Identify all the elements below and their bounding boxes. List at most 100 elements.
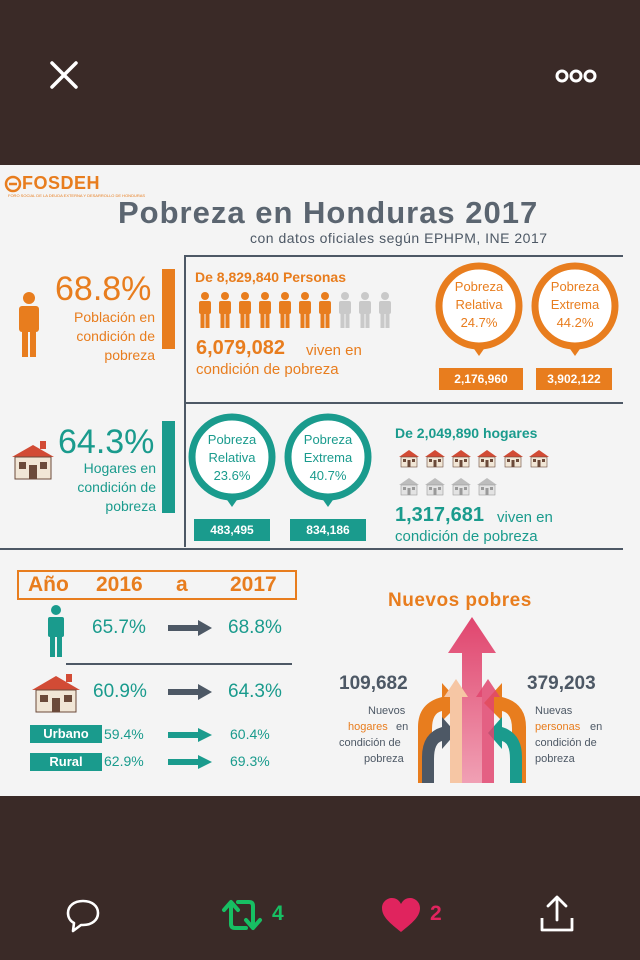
households-2017-pct: 64.3%	[228, 681, 282, 702]
share-icon	[540, 895, 574, 932]
urban-2017-pct: 60.4%	[230, 726, 270, 742]
new-households-text-3: en	[396, 721, 409, 733]
rising-arrows-graphic	[418, 617, 526, 783]
house-icon	[477, 478, 497, 496]
house-icon	[503, 450, 523, 468]
people-extreme-pct: 44.2%	[556, 315, 594, 330]
new-households-text-1: Nuevos	[368, 705, 406, 717]
person-icon	[259, 292, 271, 328]
reply-icon	[66, 899, 100, 933]
new-households-text-4: condición de	[339, 737, 401, 749]
households-description: Hogares en condición de pobreza	[77, 460, 156, 514]
logo-subtitle: FORO SOCIAL DE LA DEUDA EXTERNA Y DESARR…	[8, 193, 146, 198]
people-icon-row	[198, 292, 398, 328]
new-households-text-5: pobreza	[364, 753, 404, 765]
divider-vertical	[184, 255, 186, 547]
relative-poverty-people-circle	[435, 262, 523, 356]
new-households-number: 109,682	[339, 673, 408, 694]
share-button[interactable]	[538, 894, 576, 939]
person-icon	[219, 292, 231, 328]
relative-poverty-households-circle	[188, 413, 276, 507]
house-icon	[425, 478, 445, 496]
person-icon	[339, 292, 351, 328]
like-button[interactable]	[380, 896, 422, 939]
year-label: Año	[28, 573, 69, 596]
fosdeh-logo-icon	[4, 175, 22, 193]
person-icon	[379, 292, 391, 328]
arrow-right-icon	[168, 684, 212, 700]
reply-button[interactable]	[64, 896, 102, 939]
rural-2017-pct: 69.3%	[230, 753, 270, 769]
people-extreme-label-2: Extrema	[550, 297, 600, 312]
house-icon	[477, 450, 497, 468]
urban-2016-pct: 59.4%	[104, 726, 144, 742]
house-icon	[12, 441, 54, 480]
households-poor-text-1: viven en	[497, 509, 553, 526]
heart-icon	[382, 898, 420, 932]
close-button[interactable]	[44, 55, 84, 95]
rural-2016-pct: 62.9%	[104, 753, 144, 769]
house-icon-grid	[398, 448, 558, 498]
like-count: 2	[430, 902, 442, 925]
person-small-icon	[48, 605, 64, 657]
comparison-divider	[66, 663, 292, 665]
households-poor-number: 1,317,681	[395, 504, 484, 526]
person-icon	[239, 292, 251, 328]
infographic-subtitle: con datos oficiales según EPHPM, INE 201…	[250, 230, 548, 246]
households-extreme-label-2: Extrema	[303, 450, 353, 465]
house-small-icon	[32, 674, 80, 713]
extreme-poverty-people-circle	[531, 262, 619, 356]
people-relative-pct: 24.7%	[460, 315, 498, 330]
people-relative-label-1: Pobreza	[454, 279, 504, 294]
new-people-number: 379,203	[527, 673, 596, 694]
house-icon	[451, 478, 471, 496]
households-poor-text-2: condición de pobreza	[395, 528, 538, 545]
more-options-button[interactable]	[552, 62, 600, 90]
households-relative-label-2: Relativa	[208, 450, 256, 465]
people-relative-label-2: Relativa	[455, 297, 503, 312]
house-icon	[425, 450, 445, 468]
households-total-label: De 2,049,890 hogares	[395, 425, 538, 441]
retweet-count: 4	[272, 902, 284, 925]
urban-tag: Urbano	[30, 725, 102, 743]
extreme-poverty-households-circle	[284, 413, 372, 507]
new-households-text-2: hogares	[348, 721, 388, 733]
population-poor-text-2: condición de pobreza	[196, 361, 339, 378]
new-people-text-4: condición de	[535, 737, 597, 749]
rural-tag: Rural	[30, 753, 102, 771]
infographic-title: Pobreza en Honduras 2017	[118, 195, 539, 230]
year-separator: a	[176, 573, 188, 596]
person-icon	[279, 292, 291, 328]
population-poor-number: 6,079,082	[196, 337, 285, 359]
close-icon	[50, 61, 78, 89]
new-people-text-2: personas	[535, 721, 581, 733]
population-bar	[162, 269, 175, 349]
people-extreme-count: 3,902,122	[536, 368, 612, 390]
retweet-button[interactable]	[218, 896, 266, 939]
people-extreme-label-1: Pobreza	[550, 279, 600, 294]
divider-top	[185, 255, 623, 257]
households-extreme-label-1: Pobreza	[303, 432, 353, 447]
people-2016-pct: 65.7%	[92, 617, 146, 638]
person-icon	[199, 292, 211, 328]
households-2016-pct: 60.9%	[93, 681, 147, 702]
house-icon	[451, 450, 471, 468]
households-relative-count: 483,495	[194, 519, 270, 541]
people-2017-pct: 68.8%	[228, 617, 282, 638]
year-to: 2017	[230, 573, 277, 596]
new-people-text-5: pobreza	[535, 753, 575, 765]
year-header-box	[17, 570, 297, 600]
divider-middle	[185, 402, 623, 404]
households-extreme-count: 834,186	[290, 519, 366, 541]
house-icon	[399, 478, 419, 496]
retweet-icon	[222, 900, 262, 930]
tweet-action-bar: 4 2	[0, 796, 640, 960]
households-relative-label-1: Pobreza	[207, 432, 257, 447]
house-icon	[399, 450, 419, 468]
arrow-right-icon	[168, 620, 212, 636]
infographic-image[interactable]: FOSDEH FORO SOCIAL DE LA DEUDA EXTERNA Y…	[0, 165, 640, 796]
arrow-right-icon	[168, 755, 212, 769]
households-percent: 64.3%	[58, 423, 155, 461]
new-poor-title: Nuevos pobres	[388, 590, 532, 611]
new-people-text-3: en	[590, 721, 603, 733]
